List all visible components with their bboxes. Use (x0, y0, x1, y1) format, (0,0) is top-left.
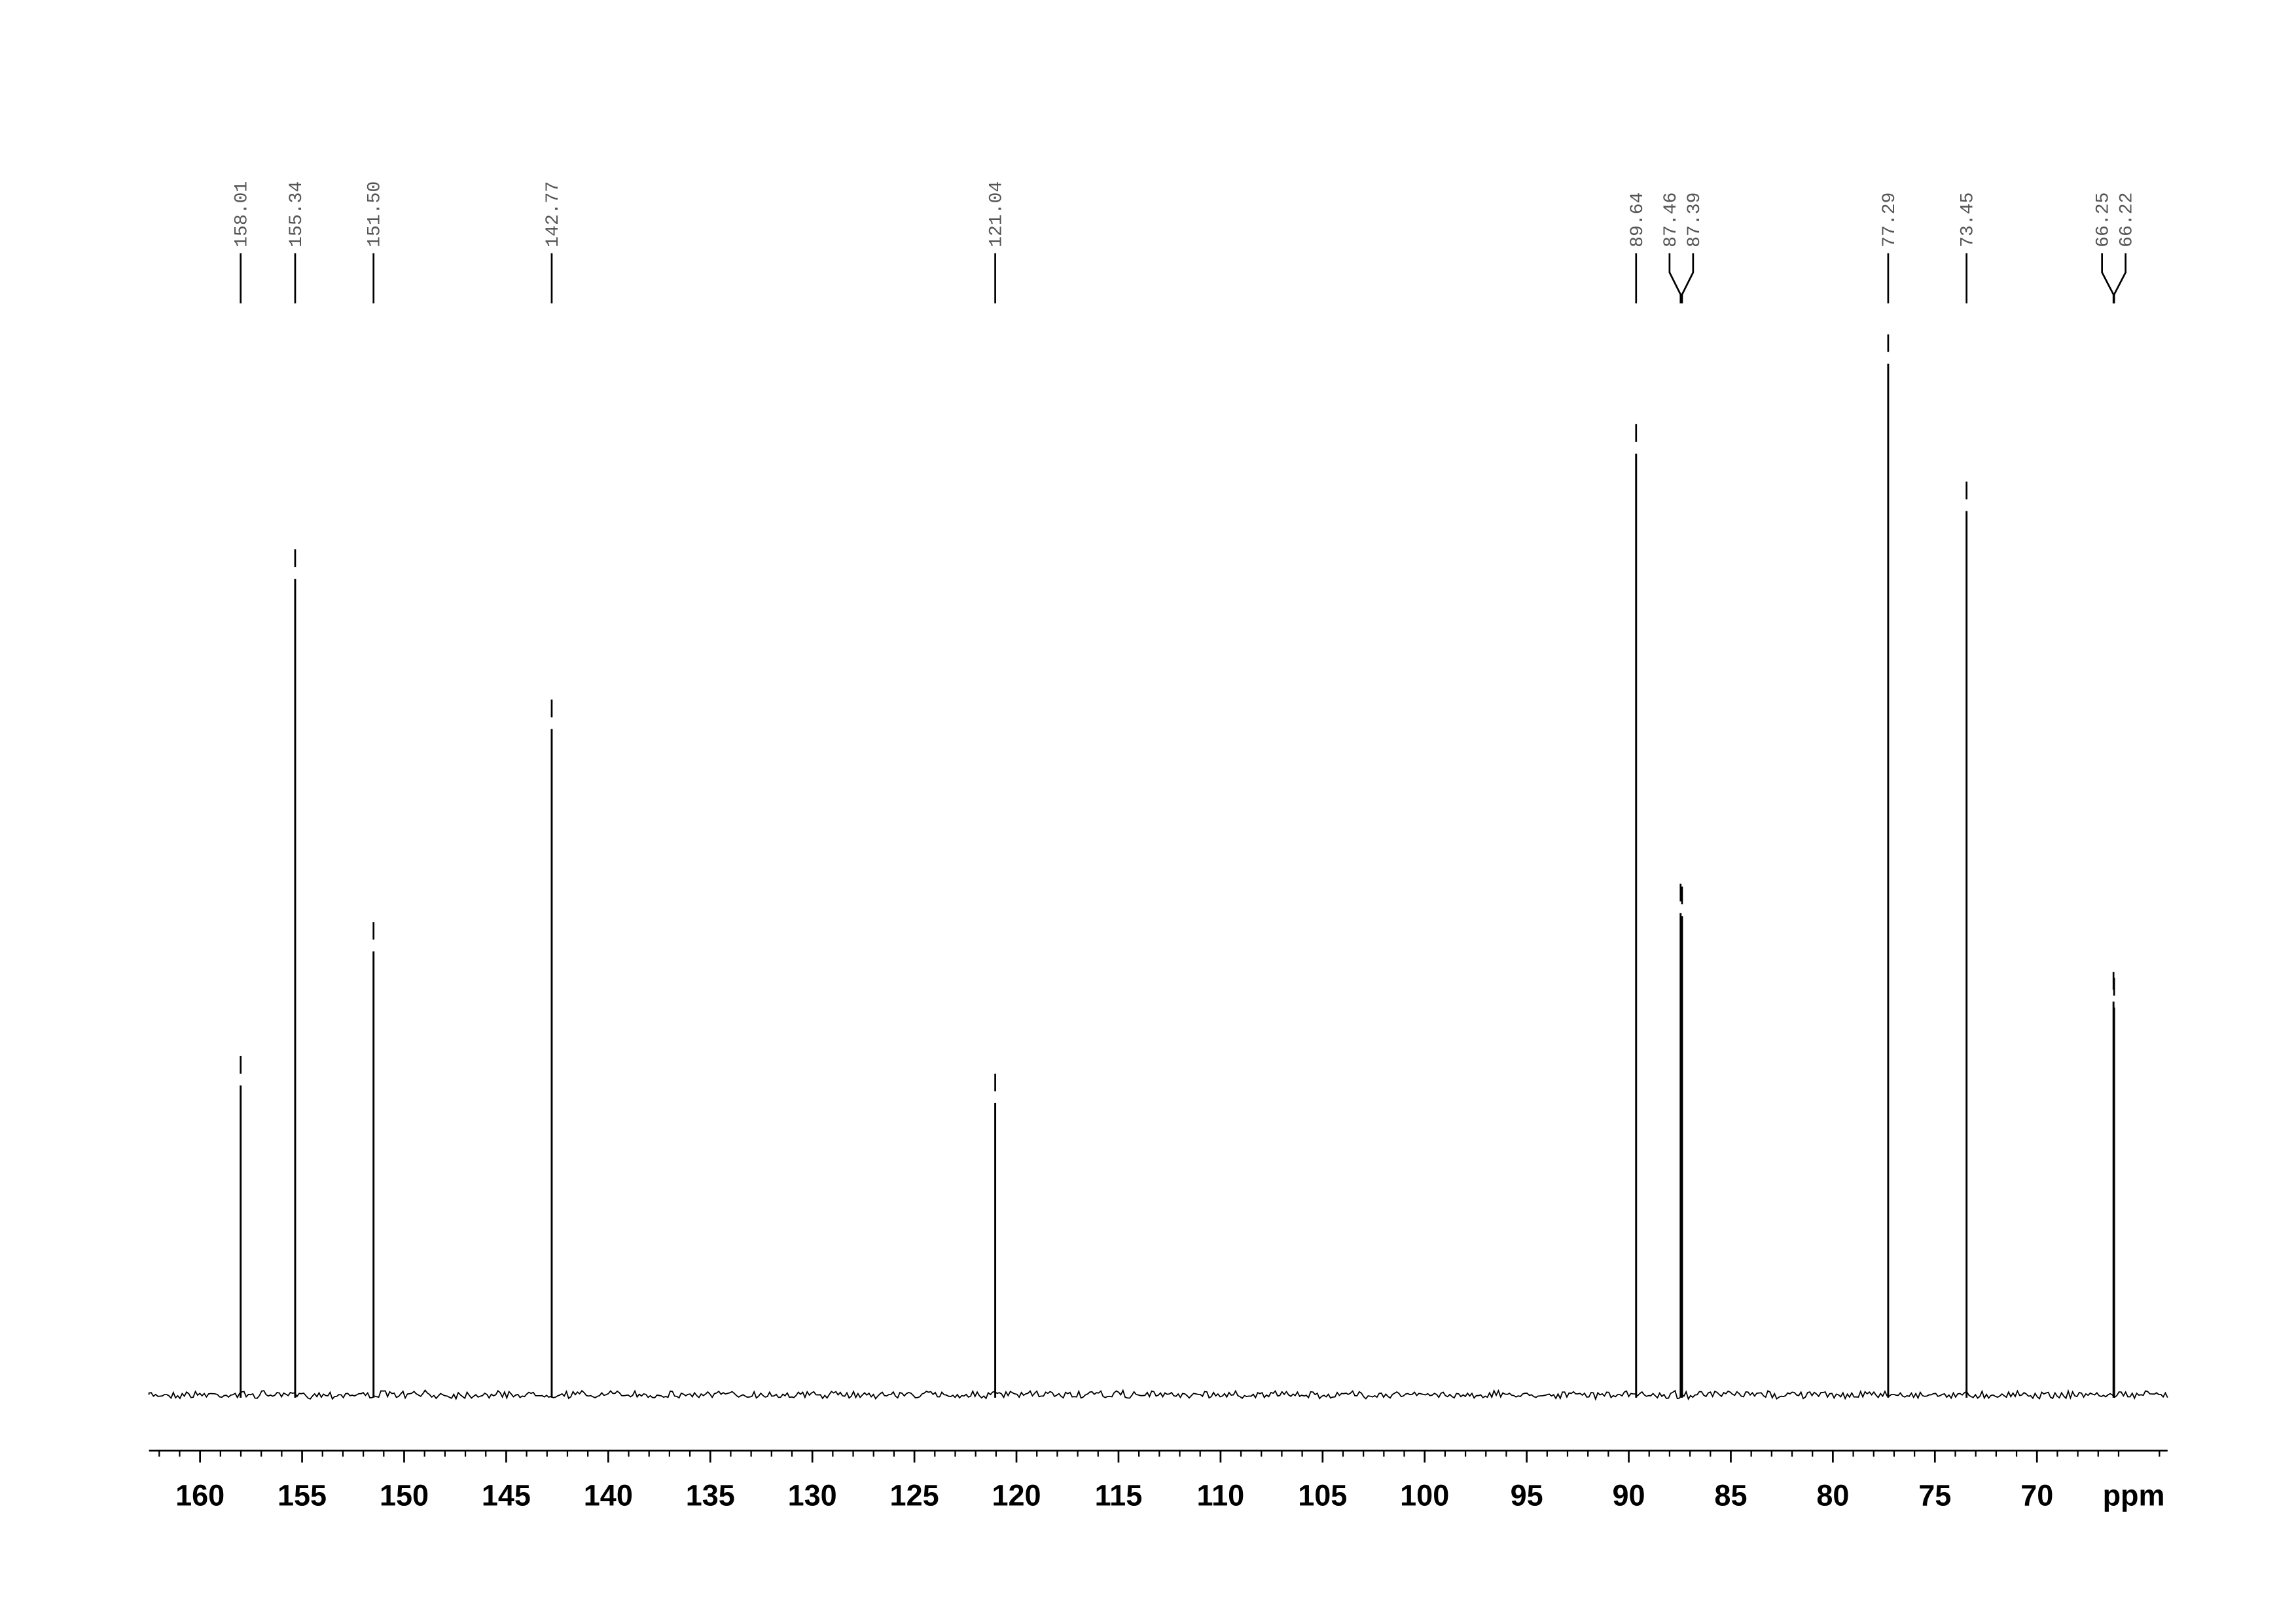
peak-label: 89.64 (1628, 192, 1648, 247)
x-tick-label: 90 (1613, 1479, 1645, 1512)
peak-label: 73.45 (1958, 192, 1979, 247)
x-tick-label: 105 (1298, 1479, 1347, 1512)
x-tick-label: 145 (482, 1479, 531, 1512)
x-tick-label: 100 (1400, 1479, 1449, 1512)
peak-label: 87.46 (1661, 192, 1681, 247)
baseline-noise (148, 1389, 2168, 1401)
peak-label: 142.77 (543, 181, 564, 247)
x-tick-label: 120 (992, 1479, 1041, 1512)
peak-label-leader (1668, 253, 1682, 304)
x-tick-label: 85 (1714, 1479, 1747, 1512)
x-tick-label: 80 (1816, 1479, 1849, 1512)
x-tick-label: 75 (1918, 1479, 1951, 1512)
x-tick-label: 115 (1095, 1479, 1143, 1512)
peak-label-leader (2113, 253, 2126, 304)
peak-label-leader (1681, 253, 1695, 304)
x-tick-label: 160 (175, 1479, 224, 1512)
peak-label: 66.22 (2117, 192, 2138, 247)
x-tick-label: 135 (686, 1479, 735, 1512)
x-tick-label: 110 (1197, 1479, 1245, 1512)
peak-label: 66.25 (2094, 192, 2114, 247)
x-tick-label: 70 (2020, 1479, 2053, 1512)
peak-label: 121.04 (987, 181, 1007, 247)
peak-label: 151.50 (365, 181, 386, 247)
x-tick-label: 130 (788, 1479, 837, 1512)
peak-label: 155.34 (287, 181, 307, 247)
peak-label-leader (2101, 253, 2115, 304)
peak-label: 87.39 (1685, 192, 1705, 247)
x-tick-label: 140 (584, 1479, 633, 1512)
x-tick-label: 155 (278, 1479, 327, 1512)
x-tick-label: 150 (380, 1479, 429, 1512)
x-axis-label: ppm (2103, 1479, 2165, 1512)
peak-label: 158.01 (232, 181, 253, 247)
x-tick-label: 95 (1511, 1479, 1543, 1512)
peak-label: 77.29 (1880, 192, 1900, 247)
x-tick-label: 125 (890, 1479, 939, 1512)
